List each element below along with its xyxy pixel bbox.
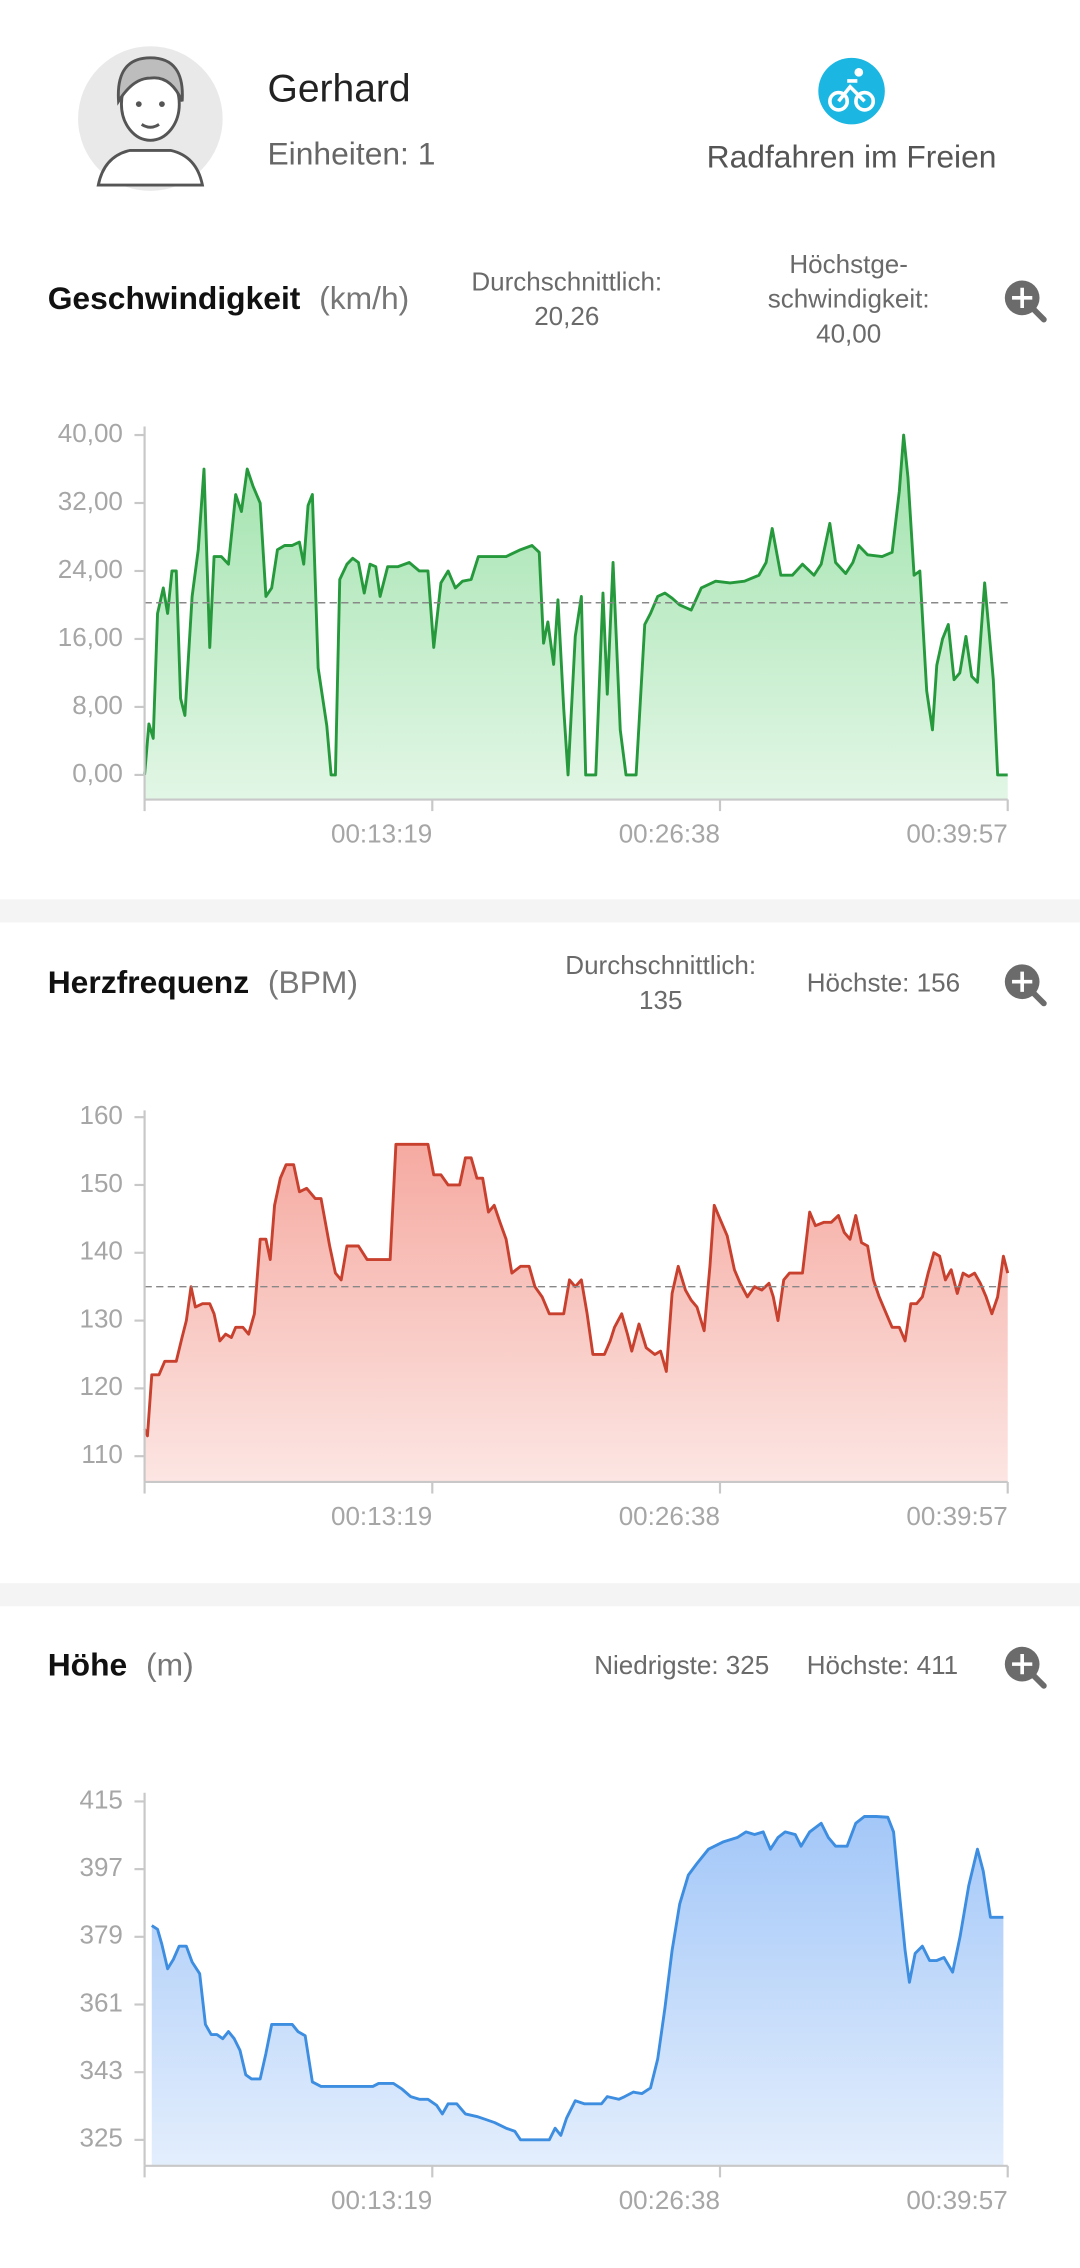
stat-label: Höchste: (807, 1650, 910, 1680)
chart-unit: (m) (146, 1646, 194, 1682)
x-tick-label: 00:39:57 (906, 1501, 1007, 1531)
activity-name: Radfahren im Freien (707, 138, 997, 174)
x-tick-label: 00:13:19 (331, 819, 432, 849)
y-tick-label: 0,00 (72, 758, 123, 788)
stat: Höchste: 156 (807, 967, 960, 997)
x-tick-label: 00:13:19 (331, 1501, 432, 1531)
stat-label: Durchschnittlich: (471, 266, 662, 296)
y-tick-label: 24,00 (58, 554, 123, 584)
area (144, 435, 1008, 800)
y-tick-label: 397 (79, 1852, 122, 1882)
y-tick-label: 16,00 (58, 622, 123, 652)
zoom-handle (1030, 1672, 1047, 1689)
stat-value: 20,26 (534, 301, 599, 331)
y-tick-label: 361 (79, 1987, 122, 2017)
stat-label: Durchschnittlich: (565, 950, 756, 980)
zoom-button[interactable] (1004, 964, 1047, 1007)
separator (0, 1583, 1080, 1607)
area (151, 1816, 1004, 2166)
zoom-button[interactable] (1004, 280, 1047, 323)
x-tick-label: 00:26:38 (619, 819, 720, 849)
y-tick-label: 130 (79, 1303, 122, 1333)
separator (0, 899, 1080, 923)
y-tick-label: 343 (79, 2055, 122, 2085)
avatar (78, 46, 223, 191)
chart-unit: (BPM) (268, 964, 358, 1000)
y-tick-label: 110 (81, 1439, 122, 1469)
zoom-plus (1012, 287, 1033, 308)
chart-unit: (km/h) (319, 280, 409, 316)
chart-title: Herzfrequenz (48, 964, 249, 1000)
x-tick-label: 00:39:57 (906, 2185, 1007, 2215)
stat-value: 156 (917, 967, 960, 997)
chart-title: Geschwindigkeit (48, 280, 301, 316)
stat-value: 325 (726, 1650, 769, 1680)
y-tick-label: 40,00 (58, 418, 123, 448)
stat-value: 411 (917, 1650, 958, 1680)
series-line (143, 433, 1008, 777)
y-tick-label: 32,00 (58, 486, 123, 516)
x-tick-label: 00:39:57 (906, 819, 1007, 849)
stat-value: 40,00 (816, 318, 881, 348)
y-tick-label: 160 (79, 1100, 122, 1130)
y-tick-label: 150 (79, 1168, 122, 1198)
series-line (143, 1142, 1010, 1438)
x-tick-label: 00:26:38 (619, 1501, 720, 1531)
zoom-plus (1012, 1654, 1033, 1675)
x-tick-label: 00:26:38 (619, 2185, 720, 2215)
stat: Höchste: 411 (807, 1650, 958, 1680)
series-line (150, 1815, 1004, 2142)
stat-label: Niedrigste: (594, 1650, 718, 1680)
y-tick-label: 325 (79, 2123, 122, 2153)
zoom-handle (1030, 306, 1047, 323)
y-tick-label: 415 (79, 1784, 122, 1814)
y-tick-label: 140 (79, 1236, 122, 1266)
stat-value: 135 (639, 985, 682, 1015)
area (144, 1144, 1008, 1482)
chart-title: Höhe (48, 1646, 128, 1682)
stat-label: Höchste: (807, 967, 910, 997)
zoom-button[interactable] (1004, 1646, 1047, 1689)
y-tick-label: 8,00 (72, 690, 123, 720)
x-tick-label: 00:13:19 (331, 2185, 432, 2215)
user-name: Gerhard (267, 67, 410, 110)
y-tick-label: 379 (79, 1920, 122, 1950)
zoom-handle (1030, 990, 1047, 1007)
stat: Niedrigste: 325 (594, 1650, 769, 1680)
stat-label: Höchstge-schwindigkeit: (768, 249, 930, 314)
zoom-plus (1012, 971, 1033, 992)
activity-icon (818, 57, 885, 125)
units: Einheiten: 1 (267, 136, 435, 172)
y-tick-label: 120 (79, 1371, 122, 1401)
